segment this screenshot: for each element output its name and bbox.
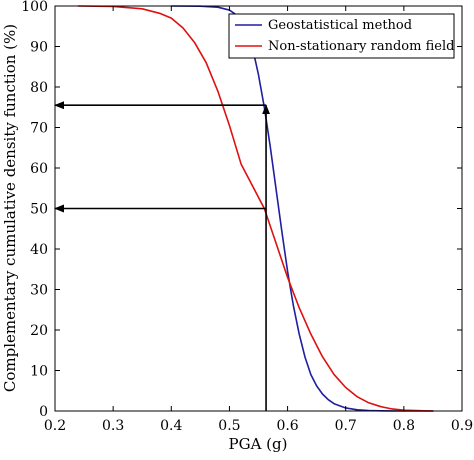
- x-tick-label: 0.8: [393, 418, 415, 434]
- y-tick-label: 20: [30, 323, 48, 339]
- legend-label-nonstationary: Non-stationary random field: [268, 39, 454, 54]
- x-tick-label: 0.7: [335, 418, 357, 434]
- y-tick-label: 30: [30, 283, 48, 299]
- x-tick-label: 0.3: [102, 418, 124, 434]
- x-tick-label: 0.2: [44, 418, 66, 434]
- y-tick-label: 60: [30, 161, 48, 177]
- legend-label-geostatistical: Geostatistical method: [268, 18, 412, 33]
- y-axis-label: Complementary cumulative density functio…: [1, 24, 19, 392]
- y-tick-label: 10: [30, 364, 48, 380]
- legend-box: [228, 13, 455, 59]
- x-axis-label: PGA (g): [229, 435, 288, 453]
- y-tick-label: 70: [30, 121, 48, 137]
- x-tick-label: 0.9: [451, 418, 473, 434]
- x-tick-label: 0.5: [218, 418, 240, 434]
- tick-layer: 0.2 0.3 0.4 0.5 0.6 0.7 0.8 0.9 0 10 20 30 40 50 60 70 8…: [21, 0, 473, 434]
- y-tick-label: 50: [30, 202, 48, 218]
- y-tick-label: 40: [30, 242, 48, 258]
- y-tick-label: 0: [39, 404, 48, 420]
- series-line-nonstationary: [77, 5, 434, 412]
- y-tick-label: 100: [21, 0, 48, 15]
- x-tick-label: 0.6: [276, 418, 298, 434]
- y-tick-label: 80: [30, 80, 48, 96]
- x-tick-label: 0.4: [160, 418, 182, 434]
- legend: Geostatistical method Non-stationary ran…: [228, 13, 455, 59]
- annotation-layer: [54, 101, 271, 411]
- y-tick-label: 90: [30, 40, 48, 56]
